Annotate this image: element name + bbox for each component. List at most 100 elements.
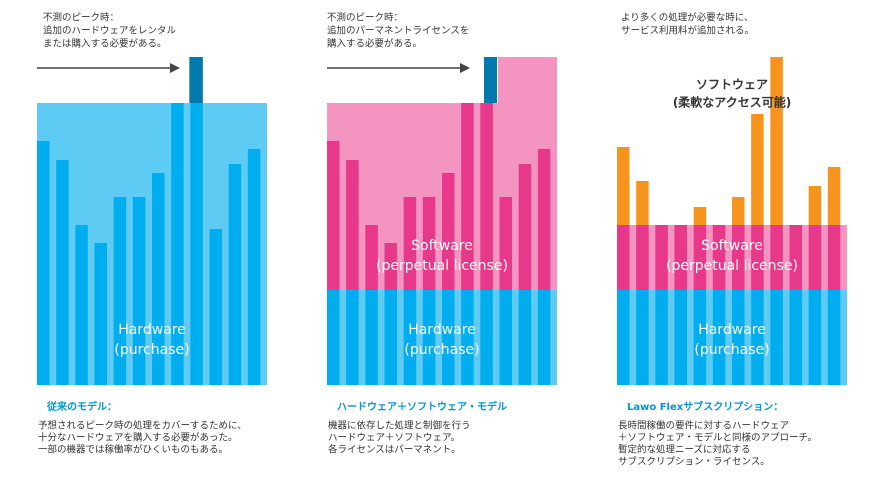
bar	[617, 225, 630, 290]
hardware-label: (purchase)	[694, 342, 769, 358]
note: 購入する必要がある。	[327, 38, 422, 50]
bar	[827, 290, 841, 385]
shapes	[37, 57, 847, 385]
bar	[132, 197, 146, 385]
arrow-head	[460, 63, 470, 73]
bar	[693, 290, 707, 385]
bar	[346, 160, 359, 290]
bar	[617, 290, 630, 385]
bar	[751, 290, 764, 385]
bar	[751, 225, 764, 290]
bar	[770, 225, 783, 290]
model-title: ハードウェア＋ソフトウェア・モデル	[337, 400, 507, 413]
bar	[808, 290, 822, 385]
bar	[152, 173, 165, 385]
note: 追加のハードウェアをレンタル	[43, 25, 177, 37]
description: 暫定的な処理ニーズに対応する	[618, 444, 751, 456]
bar	[365, 225, 378, 290]
bar	[712, 225, 726, 290]
flex-bar	[808, 186, 822, 225]
bar	[422, 197, 436, 290]
software-label: (perpetual license)	[376, 258, 508, 274]
description: サブスクリプション・ライセンス。	[618, 456, 770, 468]
bar	[461, 103, 474, 290]
bar	[789, 225, 802, 290]
flex-bar	[770, 57, 783, 225]
bar	[228, 164, 242, 385]
bar	[94, 243, 107, 385]
peak-block	[484, 57, 497, 103]
note: 不測のピーク時：	[327, 12, 403, 24]
description: 機器に依存した処理と制御を行う	[328, 420, 471, 432]
description: 長時間稼働の要件に対するハードウェア	[618, 420, 789, 432]
bar	[75, 225, 88, 385]
bar	[827, 225, 841, 290]
bar	[327, 141, 340, 290]
bar	[480, 103, 493, 290]
arrow-head	[170, 63, 180, 73]
bar	[480, 290, 493, 385]
hardware-label: (purchase)	[404, 342, 479, 358]
bar	[693, 225, 707, 290]
flex-bar	[617, 147, 630, 225]
description: 予想されるピーク時の処理をカバーするために、	[38, 420, 247, 432]
peak-block	[189, 57, 203, 103]
bar	[384, 290, 397, 385]
bar	[209, 229, 222, 385]
flex-bar	[751, 114, 764, 225]
bar	[190, 103, 203, 385]
bar	[247, 149, 261, 385]
description: ハードウェア＋ソフトウェア。	[328, 433, 460, 444]
hardware-label: (purchase)	[114, 342, 189, 358]
bar	[403, 290, 417, 385]
note: 追加のパーマネントライセンスを	[327, 25, 469, 37]
bar	[327, 290, 340, 385]
bar	[37, 141, 50, 385]
software-label: (perpetual license)	[666, 258, 798, 274]
bar	[461, 290, 474, 385]
flex-bar	[827, 167, 841, 225]
flex-label: (柔軟なアクセス可能)	[673, 95, 791, 110]
flex-label: ソフトウェア	[696, 78, 768, 92]
hardware-label: Hardware	[698, 322, 766, 338]
model-title: Lawo Flexサブスクリプション：	[627, 400, 783, 413]
bar	[346, 290, 359, 385]
bar	[537, 290, 551, 385]
flex-bar	[636, 181, 649, 225]
note: または購入する必要がある。	[43, 38, 167, 50]
bar	[712, 290, 726, 385]
flex-bar	[732, 197, 745, 225]
bar	[674, 225, 687, 290]
bar	[499, 197, 512, 290]
bar	[537, 149, 551, 290]
bar	[171, 103, 184, 385]
note: サービス利用料が追加される。	[621, 25, 754, 37]
bar	[384, 243, 397, 290]
bar	[442, 173, 455, 290]
bar	[732, 225, 745, 290]
bar	[636, 290, 649, 385]
bar	[499, 290, 512, 385]
bar	[655, 290, 668, 385]
software-bg	[498, 57, 557, 103]
flex-bar	[693, 207, 707, 225]
bar	[636, 225, 649, 290]
model-title: 従来のモデル：	[46, 400, 117, 413]
bar	[808, 225, 822, 290]
bar	[56, 160, 69, 385]
hardware-label: Hardware	[408, 322, 476, 338]
bar	[442, 290, 455, 385]
bar	[113, 197, 127, 385]
description: 一部の機器では稼働率がひくいものもある。	[38, 444, 228, 456]
bar	[674, 290, 687, 385]
bar	[518, 164, 532, 290]
bar	[770, 290, 783, 385]
bar	[789, 290, 802, 385]
hardware-label: Hardware	[118, 322, 186, 338]
description: 十分なハードウェアを購入する必要があった。	[38, 432, 238, 444]
bar	[518, 290, 532, 385]
bar	[732, 290, 745, 385]
description: 各ライセンスはパーマネント。	[328, 444, 461, 456]
